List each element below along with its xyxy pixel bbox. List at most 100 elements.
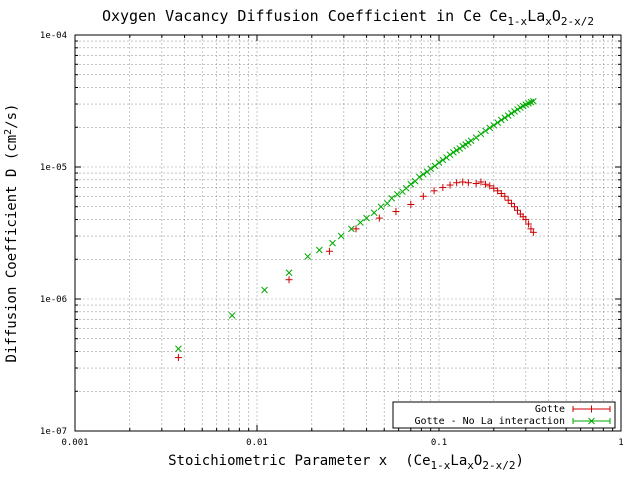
data-point xyxy=(514,206,522,214)
data-point xyxy=(453,179,461,187)
data-point xyxy=(352,225,360,233)
data-point xyxy=(388,194,396,202)
data-point xyxy=(490,184,498,192)
data-point xyxy=(416,173,423,181)
plot-area xyxy=(174,97,537,362)
plot-frame xyxy=(74,34,622,432)
series-gotte-no-la xyxy=(175,97,537,353)
data-point xyxy=(453,146,460,154)
data-point xyxy=(486,182,494,190)
data-point xyxy=(494,119,501,126)
data-point xyxy=(370,209,378,217)
data-point xyxy=(393,191,401,198)
data-point xyxy=(439,156,447,164)
title-formula-part: x xyxy=(545,15,552,28)
xlabel-formula-part: x xyxy=(467,459,474,472)
data-point xyxy=(508,109,515,117)
data-point xyxy=(174,354,182,362)
data-point xyxy=(497,189,505,197)
axis-ticks: 0.001 0.01 0.1 1 1e-07 1e-06 1e-05 1e-04 xyxy=(40,31,624,448)
legend-sample-gotte-no-la xyxy=(572,417,611,425)
data-point xyxy=(377,203,385,211)
y-axis-label-part: 2 xyxy=(3,129,14,135)
x-axis-label-text: Stoichiometric Parameter x xyxy=(168,453,387,469)
y-tick-label: 1e-05 xyxy=(40,163,67,173)
data-point xyxy=(507,199,515,207)
y-axis-label: Diffusion Coefficient D (cm2/s) xyxy=(3,104,20,363)
data-point xyxy=(464,179,472,187)
x-axis-label: Stoichiometric Parameter x (Ce1-xLaxO2-x/… xyxy=(168,453,524,472)
data-point xyxy=(459,178,467,186)
xlabel-formula-part: La xyxy=(450,453,467,469)
xlabel-formula-part: 1-x xyxy=(431,459,451,472)
data-point xyxy=(285,269,293,277)
xlabel-formula-part: 2-x/2 xyxy=(482,459,515,472)
legend-label-gotte: Gotte xyxy=(535,404,565,415)
xlabel-formula-part: ) xyxy=(515,453,523,469)
data-point xyxy=(419,192,427,200)
data-point xyxy=(392,208,400,216)
data-point xyxy=(477,178,485,186)
data-point xyxy=(472,179,480,187)
data-point xyxy=(477,130,485,138)
data-point xyxy=(407,200,415,208)
data-point xyxy=(494,187,502,195)
y-tick-label: 1e-07 xyxy=(40,427,67,437)
data-point xyxy=(430,187,438,195)
legend-marker xyxy=(588,417,595,425)
data-point xyxy=(325,247,333,255)
legend-label-gotte-no-la: Gotte - No La interaction xyxy=(414,416,565,427)
y-axis-label-part: /s) xyxy=(4,104,20,129)
data-point xyxy=(357,219,364,226)
data-point xyxy=(439,183,447,191)
legend-box xyxy=(392,401,616,429)
x-tick-label: 0.001 xyxy=(61,438,88,448)
data-point xyxy=(514,106,521,113)
y-tick-label: 1e-06 xyxy=(40,295,67,305)
data-point xyxy=(530,97,537,105)
data-point xyxy=(511,107,518,115)
series-gotte xyxy=(174,178,537,362)
data-point xyxy=(446,151,454,159)
data-point xyxy=(481,180,489,188)
y-tick-label: 1e-04 xyxy=(40,31,67,41)
data-point xyxy=(472,134,480,141)
data-point xyxy=(467,137,475,145)
x-tick-label: 0.1 xyxy=(431,438,447,448)
data-point xyxy=(450,149,457,156)
data-point xyxy=(285,276,293,284)
x-axis-label-formula: (Ce1-xLaxO2-x/2) xyxy=(405,453,524,472)
data-point xyxy=(490,121,498,129)
chart-title-text: Oxygen Vacancy Diffusion Coefficient in … xyxy=(102,7,481,25)
data-point xyxy=(435,159,443,166)
data-point xyxy=(407,180,415,188)
x-tick-label: 0.01 xyxy=(246,438,268,448)
data-point xyxy=(501,192,509,200)
data-point xyxy=(383,200,391,207)
title-formula-part: O xyxy=(552,7,561,25)
data-point xyxy=(511,203,519,211)
data-point xyxy=(482,127,489,135)
data-point xyxy=(486,124,494,132)
data-point xyxy=(427,165,435,173)
data-point xyxy=(228,312,236,319)
data-point xyxy=(315,246,323,254)
data-point xyxy=(419,170,427,178)
data-point xyxy=(337,232,345,240)
chart-title-formula: Ce1-xLaxO2-x/2 xyxy=(489,7,594,28)
data-point xyxy=(175,345,182,353)
data-point xyxy=(504,112,512,119)
xlabel-formula-part: (Ce xyxy=(405,453,430,469)
legend-marker xyxy=(588,405,595,413)
grid xyxy=(75,35,621,431)
data-point xyxy=(375,214,383,222)
data-point xyxy=(329,239,336,247)
data-point xyxy=(504,196,512,204)
data-point xyxy=(529,228,537,236)
data-point xyxy=(363,214,370,222)
data-point xyxy=(497,116,505,124)
title-formula-part: La xyxy=(527,7,545,25)
title-formula-part: 1-x xyxy=(507,15,527,28)
title-formula-part: 2-x/2 xyxy=(561,15,594,28)
